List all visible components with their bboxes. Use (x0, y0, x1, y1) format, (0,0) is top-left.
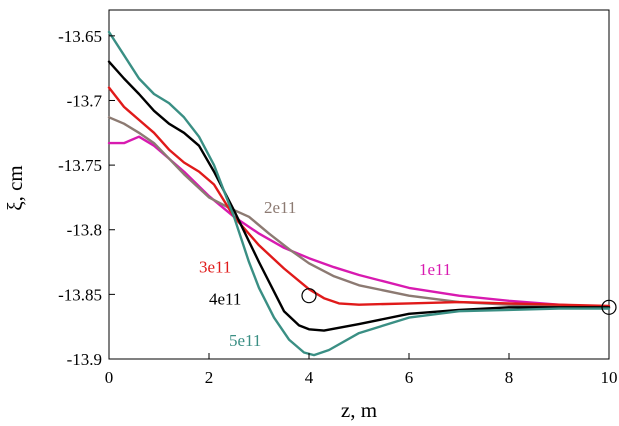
x-tick-label: 2 (205, 368, 214, 387)
y-axis-title: ξ, cm (3, 165, 27, 211)
plot-frame (108, 9, 610, 360)
y-tick-label: -13.75 (58, 156, 102, 175)
x-tick-label: 10 (601, 368, 618, 387)
y-tick-label: -13.7 (67, 91, 103, 110)
annotation-layer: 1e11 2e11 3e11 4e11 5e11 (199, 198, 617, 350)
y-tick-label: -13.9 (67, 350, 102, 369)
series-label-1e11: 1e11 (419, 260, 451, 279)
plot-border (108, 9, 610, 360)
y-tick-label: -13.85 (58, 285, 102, 304)
series-label-3e11: 3e11 (199, 257, 231, 276)
x-axis-title: z, m (341, 398, 377, 422)
series-layer (107, 30, 611, 357)
tick-layer: 0 2 4 6 8 10 -13.65 -13.7 -13.75 -13.8 -13.85 -13.9 (58, 27, 617, 387)
highlight-circle-marker (601, 299, 617, 315)
series-line-2e11 (107, 116, 611, 309)
x-tick-label: 4 (305, 368, 314, 387)
series-label-5e11: 5e11 (229, 331, 261, 350)
x-tick-label: 8 (505, 368, 514, 387)
series-line-4e11 (107, 60, 611, 332)
highlight-circle-marker (301, 288, 317, 304)
x-tick-label: 0 (105, 368, 114, 387)
y-tick-label: -13.8 (67, 221, 102, 240)
series-line-3e11 (107, 86, 611, 308)
series-line-1e11 (107, 135, 611, 309)
x-tick-label: 6 (405, 368, 414, 387)
series-label-4e11: 4e11 (209, 290, 241, 309)
y-tick-label: -13.65 (58, 27, 102, 46)
series-label-2e11: 2e11 (264, 198, 296, 217)
series-line-5e11 (107, 30, 611, 357)
